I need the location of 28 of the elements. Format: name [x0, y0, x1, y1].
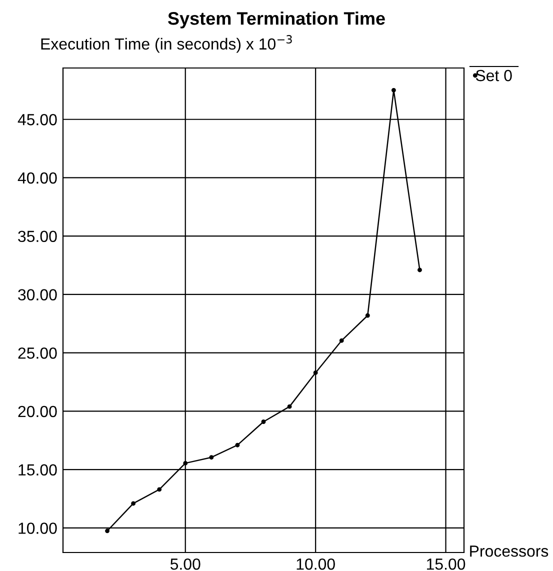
- y-axis-title: Execution Time (in seconds) x 10$^{−3}$: [41, 35, 292, 53]
- y-tick-label: 25.00: [18, 347, 57, 359]
- y-tick-label: 10.00: [18, 522, 57, 534]
- point: [105, 528, 110, 534]
- point: [418, 268, 422, 272]
- y-tick-label: 15.00: [18, 464, 57, 476]
- point: [391, 88, 396, 92]
- point: [157, 487, 162, 492]
- point: [235, 442, 240, 448]
- point: [287, 404, 292, 409]
- y-tick-label: 40.00: [18, 172, 57, 184]
- point: [131, 501, 136, 506]
- point: [365, 313, 370, 318]
- chart-title: System Termination Time: [168, 12, 385, 28]
- x-axis-title: Processors: [470, 546, 548, 557]
- x-tick-label: 15.00: [427, 558, 466, 570]
- y-tick-label: 45.00: [18, 114, 57, 126]
- point: [183, 460, 188, 466]
- y-tick-label: 35.00: [18, 230, 57, 242]
- point: [339, 338, 344, 343]
- legend-label: Set 0: [476, 70, 512, 82]
- point: [209, 455, 214, 460]
- x-tick-label: 10.00: [296, 558, 335, 570]
- y-tick-label: 30.00: [18, 289, 57, 300]
- point: [313, 370, 318, 375]
- point: [261, 420, 266, 424]
- y-tick-label: 20.00: [18, 406, 57, 418]
- x-tick-label: 5.00: [170, 558, 200, 570]
